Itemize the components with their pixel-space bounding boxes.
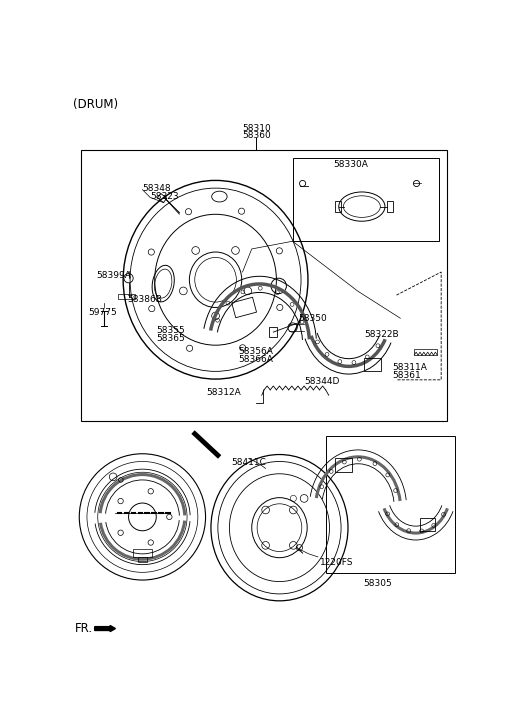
Bar xyxy=(292,158,439,241)
Text: (DRUM): (DRUM) xyxy=(73,98,118,111)
Text: 58411C: 58411C xyxy=(231,459,266,467)
Bar xyxy=(335,459,352,473)
Bar xyxy=(133,549,152,557)
Text: 58323: 58323 xyxy=(150,192,179,201)
Bar xyxy=(118,294,135,299)
Text: 58366A: 58366A xyxy=(239,356,273,364)
Bar xyxy=(420,518,435,531)
Bar xyxy=(387,201,393,212)
Text: 58322B: 58322B xyxy=(364,330,399,339)
Bar xyxy=(326,436,455,573)
Text: 58360: 58360 xyxy=(242,131,271,140)
Text: 58350: 58350 xyxy=(298,314,327,324)
Bar xyxy=(157,193,167,203)
Text: 58330A: 58330A xyxy=(333,160,368,169)
Text: 58365: 58365 xyxy=(156,334,185,342)
Bar xyxy=(364,358,381,371)
Text: 58305: 58305 xyxy=(363,579,391,587)
Bar xyxy=(335,201,341,212)
Text: 58348: 58348 xyxy=(143,184,171,193)
Text: 58311A: 58311A xyxy=(392,363,427,372)
Text: 58344D: 58344D xyxy=(304,377,340,386)
Text: 59775: 59775 xyxy=(89,308,117,317)
Bar xyxy=(269,327,277,337)
Text: 58355: 58355 xyxy=(156,326,185,335)
Bar xyxy=(81,150,446,422)
Text: 58361: 58361 xyxy=(392,371,421,379)
Bar xyxy=(138,557,147,561)
Text: 58310: 58310 xyxy=(242,124,271,133)
Text: FR.: FR. xyxy=(75,622,93,635)
Text: 58356A: 58356A xyxy=(239,348,273,356)
Bar xyxy=(232,297,256,318)
Text: 58399A: 58399A xyxy=(96,270,131,279)
Bar xyxy=(414,349,437,356)
Text: 58386B: 58386B xyxy=(127,295,162,304)
Text: 58312A: 58312A xyxy=(206,387,241,396)
Text: 1220FS: 1220FS xyxy=(320,558,353,568)
FancyArrow shape xyxy=(95,625,115,632)
